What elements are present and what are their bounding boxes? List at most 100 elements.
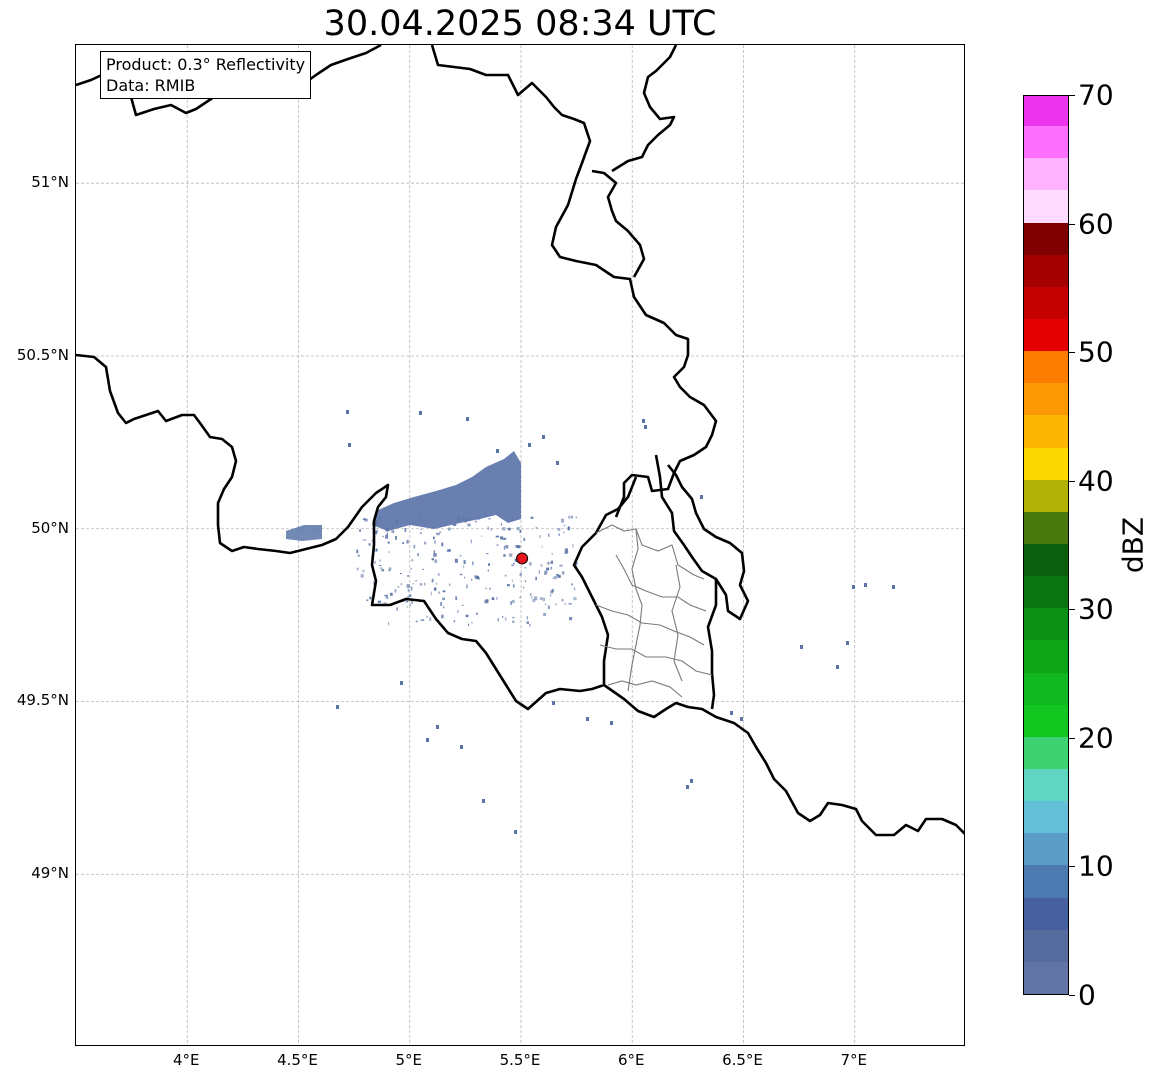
echo-speckle: [543, 612, 547, 617]
echo-speckle: [336, 705, 339, 709]
echo-speckle: [462, 604, 464, 606]
echo-speckle: [572, 544, 574, 548]
echo-speckle: [433, 553, 437, 557]
echo-speckle: [512, 584, 515, 588]
colorbar-segment: [1024, 350, 1068, 384]
echo-speckle: [360, 574, 364, 578]
echo-speckle: [487, 569, 489, 572]
echo-speckle: [381, 568, 385, 572]
echo-speckle: [554, 576, 557, 580]
echo-speckles: [336, 410, 895, 834]
colorbar-tick-label: 50: [1078, 335, 1114, 369]
colorbar-segment: [1024, 479, 1068, 512]
echo-speckle: [378, 564, 382, 567]
colorbar-segment: [1024, 286, 1068, 319]
echo-speckle: [434, 540, 436, 544]
echo-speckle: [471, 622, 473, 624]
echo-speckle: [478, 577, 480, 580]
echo-speckle: [561, 518, 565, 523]
echo-speckle: [470, 539, 472, 544]
echo-speckle: [523, 538, 526, 542]
echo-speckle: [397, 586, 400, 588]
echo-speckle: [514, 558, 518, 562]
echo-speckle: [514, 830, 517, 834]
echo-speckle: [544, 573, 547, 575]
echo-speckle: [502, 616, 504, 618]
echo-speckle: [459, 573, 463, 576]
echo-speckle: [391, 529, 395, 533]
border-south: [603, 683, 964, 837]
district-line-3: [595, 604, 705, 646]
echo-speckle: [542, 597, 545, 602]
echo-speckle: [485, 587, 488, 589]
echo-speckle: [471, 578, 473, 581]
echo-speckle: [391, 525, 394, 528]
echo-speckle: [433, 536, 435, 540]
echo-speckle: [426, 615, 428, 618]
echo-speckle: [454, 558, 458, 563]
echo-speckle: [500, 536, 504, 540]
echo-speckle: [379, 516, 381, 520]
echo-speckle: [420, 528, 422, 531]
echo-speckle: [563, 531, 565, 534]
echo-speckle: [412, 583, 414, 585]
echo-speckle: [468, 623, 470, 627]
echo-speckle: [388, 567, 392, 570]
echo-speckle: [422, 568, 424, 570]
echo-speckle: [529, 592, 532, 596]
echo-speckle: [431, 578, 434, 583]
colorbar: [1023, 95, 1069, 995]
echo-speckle: [524, 580, 527, 583]
echo-speckle: [531, 595, 533, 599]
map-canvas: [76, 45, 964, 1045]
echo-speckle: [540, 564, 543, 567]
echo-speckle: [490, 528, 492, 531]
echo-speckle: [535, 527, 538, 529]
echo-speckle: [400, 573, 402, 575]
echo-speckle: [448, 549, 451, 552]
echo-speckle: [408, 594, 412, 597]
echo-speckle: [569, 617, 573, 621]
echo-speckle: [487, 526, 489, 531]
echo-speckle: [740, 717, 743, 721]
echo-speckle: [464, 518, 468, 522]
colorbar-tick: [1069, 866, 1075, 868]
border-lux-south: [706, 579, 718, 710]
echo-speckle: [507, 527, 511, 531]
echo-speckle: [497, 618, 499, 622]
echo-speckle: [475, 575, 479, 580]
echo-speckle: [453, 516, 455, 519]
colorbar-segment: [1024, 864, 1068, 898]
echo-speckle: [396, 607, 398, 611]
echo-speckle: [571, 583, 573, 586]
echo-speckle: [472, 561, 474, 566]
colorbar-tick: [1069, 995, 1075, 996]
echo-speckle: [564, 548, 568, 552]
colorbar-tick-label: 70: [1078, 78, 1114, 112]
echo-speckle: [567, 526, 570, 531]
echo-speckle: [442, 597, 446, 601]
echo-speckle: [465, 614, 469, 618]
echo-speckle: [383, 516, 387, 518]
echo-speckle: [419, 411, 422, 415]
echo-speckle: [485, 553, 489, 555]
echo-speckle: [730, 711, 733, 715]
echo-speckle: [396, 520, 400, 523]
echo-speckle: [459, 555, 462, 557]
echo-speckle: [519, 529, 522, 533]
echo-speckle: [495, 535, 500, 538]
colorbar-segment: [1024, 125, 1068, 159]
product-info-box: Product: 0.3° Reflectivity Data: RMIB: [100, 51, 312, 99]
echo-speckle: [564, 551, 568, 554]
border-lux-east: [654, 454, 750, 621]
echo-speckle: [539, 597, 543, 600]
echo-speckle: [700, 495, 703, 499]
echo-speckle: [690, 779, 693, 783]
colorbar-segment: [1024, 704, 1068, 737]
echo-speckle: [476, 612, 478, 615]
echo-speckle: [496, 544, 499, 546]
echo-speckle: [489, 587, 491, 590]
colorbar-segment: [1024, 382, 1068, 416]
echo-speckle: [380, 567, 382, 569]
latitude-tick-label: 50°N: [31, 518, 69, 537]
